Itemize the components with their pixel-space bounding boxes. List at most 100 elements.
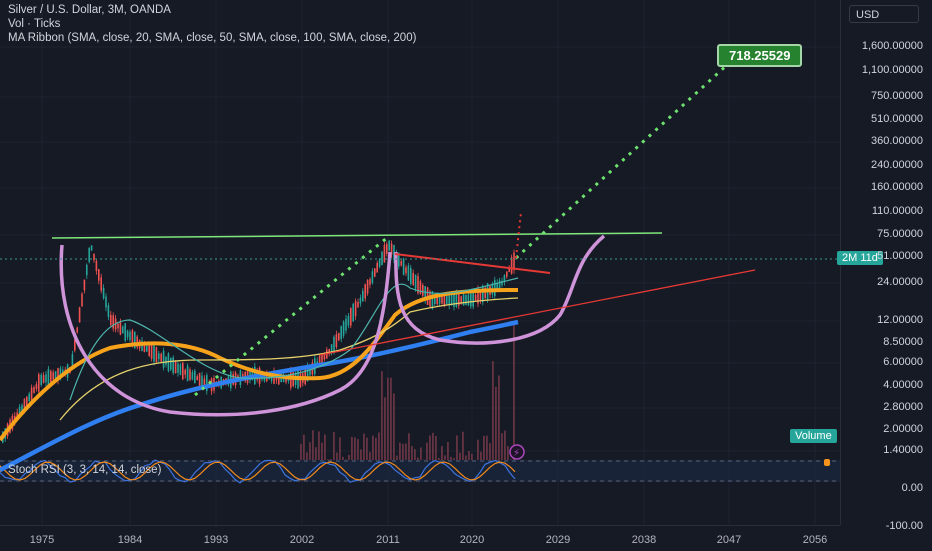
ma-100-line <box>0 290 518 440</box>
volume-bar <box>498 375 500 460</box>
volume-bar <box>510 459 512 460</box>
volume-bar <box>324 435 326 460</box>
volume-bar <box>480 452 482 460</box>
volume-bar <box>417 457 419 460</box>
volume-bar <box>354 437 356 460</box>
ma-ribbon-label[interactable]: MA Ribbon (SMA, close, 20, SMA, close, 5… <box>8 32 416 44</box>
volume-bar <box>495 387 497 460</box>
price-tick-label: 750.00000 <box>871 90 923 102</box>
volume-bar <box>306 452 308 460</box>
time-tick-label: 1993 <box>204 534 228 546</box>
volume-bar <box>447 442 449 460</box>
chart-area[interactable]: ⚡ Silver / U.S. Dollar, 3M, OANDA Vol · … <box>0 0 840 525</box>
volume-bar <box>513 324 515 460</box>
time-tick-label: 2020 <box>460 534 484 546</box>
volume-bar <box>408 433 410 460</box>
time-tick-label: 1975 <box>30 534 54 546</box>
volume-bar <box>321 443 323 460</box>
volume-indicator-label[interactable]: Vol · Ticks <box>8 18 60 30</box>
volume-bar <box>486 436 488 460</box>
volume-bar <box>357 439 359 460</box>
ma-50-line <box>60 298 518 420</box>
price-tick-label: 4.00000 <box>883 379 923 391</box>
volume-bar <box>378 432 380 460</box>
volume-bar <box>315 447 317 460</box>
price-tick-label: 160.00000 <box>871 181 923 193</box>
volume-bar <box>396 456 398 460</box>
volume-bar <box>300 444 302 460</box>
volume-bar <box>348 455 350 460</box>
volume-bar <box>483 436 485 460</box>
price-tick-label: 12.00000 <box>877 314 923 326</box>
time-axis[interactable]: 1975 1984 1993 2002 2011 2020 2029 2038 2047 2056 <box>0 525 840 551</box>
lightning-glyph: ⚡ <box>513 448 520 459</box>
volume-bar <box>402 444 404 460</box>
volume-bar <box>468 451 470 460</box>
volume-badge: Volume <box>790 429 837 443</box>
volume-bar <box>405 444 407 460</box>
stoch-rsi-label[interactable]: Stoch RSI (3, 3, 14, 14, close) <box>8 464 161 476</box>
price-tick-label: 24.00000 <box>877 276 923 288</box>
volume-bar <box>426 443 428 460</box>
volume-bar <box>456 435 458 460</box>
target-price-label: 718.25529 <box>717 44 802 67</box>
volume-bar <box>441 446 443 460</box>
time-tick-label: 2029 <box>546 534 570 546</box>
time-tick-label: 2002 <box>290 534 314 546</box>
volume-bar <box>429 436 431 460</box>
volume-bar <box>381 371 383 460</box>
volume-bar <box>414 449 416 460</box>
price-tick-label: 360.00000 <box>871 135 923 147</box>
currency-selector[interactable]: USD <box>849 5 919 23</box>
volume-bar <box>504 431 506 460</box>
price-tick-label: 110.00000 <box>872 205 923 217</box>
volume-bar <box>312 430 314 460</box>
volume-bar <box>363 434 365 460</box>
price-tick-label: 1,100.00000 <box>862 64 923 76</box>
price-tick-label: 2.80000 <box>883 401 923 413</box>
volume-bar <box>339 437 341 460</box>
volume-bar <box>393 393 395 460</box>
stoch-marker <box>824 459 830 466</box>
time-tick-label: 2047 <box>717 534 741 546</box>
price-tick-label: 51.00000 <box>877 250 923 262</box>
price-chart-svg: ⚡ <box>0 0 840 525</box>
volume-bar <box>384 397 386 460</box>
countdown-badge: 2M 11d <box>837 251 883 265</box>
volume-bar <box>507 446 509 460</box>
volume-bar <box>366 438 368 460</box>
price-tick-label: -100.00 <box>886 520 923 532</box>
volume-bar <box>336 453 338 460</box>
volume-bar <box>501 433 503 460</box>
projection-right-dotted <box>516 64 728 258</box>
volume-bar <box>465 455 467 460</box>
volume-bar <box>432 433 434 460</box>
time-tick-label: 2038 <box>632 534 656 546</box>
volume-bar <box>387 378 389 460</box>
time-tick-label: 1984 <box>118 534 142 546</box>
time-tick-label: 2056 <box>803 534 827 546</box>
volume-bar <box>390 378 392 460</box>
volume-bar <box>327 459 329 460</box>
price-tick-label: 1.40000 <box>883 444 923 456</box>
price-tick-label: 510.00000 <box>871 113 923 125</box>
volume-bar <box>333 432 335 460</box>
volume-bar <box>303 435 305 460</box>
volume-bar <box>420 447 422 460</box>
price-tick-label: 8.50000 <box>883 336 923 348</box>
volume-bar <box>309 442 311 460</box>
volume-bar <box>471 454 473 460</box>
volume-bar <box>411 446 413 460</box>
volume-bar <box>435 436 437 460</box>
price-tick-label: 75.00000 <box>877 228 923 240</box>
volume-bar <box>342 457 344 460</box>
volume-bar <box>450 457 452 460</box>
volume-bar <box>375 438 377 460</box>
symbol-title[interactable]: Silver / U.S. Dollar, 3M, OANDA <box>8 4 171 16</box>
volume-bar <box>369 452 371 460</box>
volume-bar <box>438 458 440 460</box>
time-tick-label: 2011 <box>376 534 400 546</box>
volume-bar <box>462 432 464 460</box>
volume-bar <box>330 459 332 460</box>
